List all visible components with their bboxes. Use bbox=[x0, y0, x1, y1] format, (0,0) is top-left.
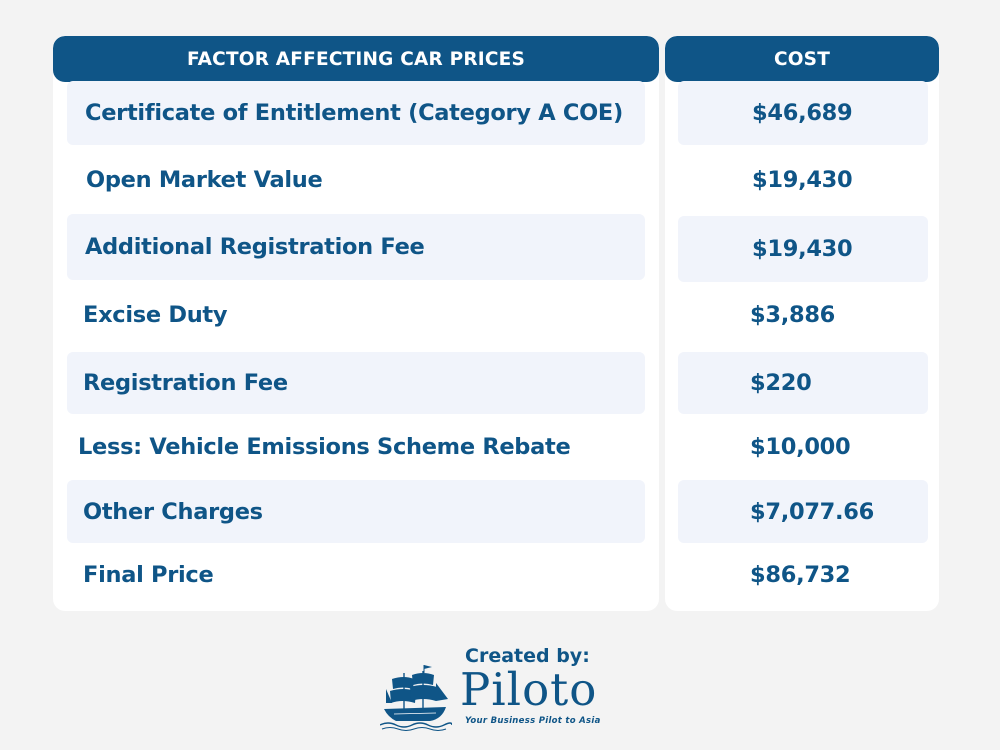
table-row: Additional Registration Fee bbox=[53, 214, 659, 280]
table-row: $220 bbox=[665, 352, 939, 414]
table-row: $3,886 bbox=[665, 284, 939, 346]
brand-tagline: Your Business Pilot to Asia bbox=[465, 716, 601, 726]
table-row: $19,430 bbox=[665, 149, 939, 211]
table-row: $86,732 bbox=[665, 544, 939, 606]
table-row: Certificate of Entitlement (Category A C… bbox=[53, 81, 659, 145]
row-cost: $220 bbox=[750, 370, 812, 396]
table-row: $7,077.66 bbox=[665, 480, 939, 543]
row-factor: Registration Fee bbox=[83, 370, 288, 396]
row-factor: Additional Registration Fee bbox=[85, 234, 425, 260]
row-factor: Open Market Value bbox=[86, 167, 323, 193]
row-cost: $10,000 bbox=[750, 434, 851, 460]
table-row: Open Market Value bbox=[53, 149, 659, 211]
row-cost: $3,886 bbox=[750, 302, 836, 328]
row-factor: Less: Vehicle Emissions Scheme Rebate bbox=[78, 434, 571, 460]
row-factor: Excise Duty bbox=[83, 302, 228, 328]
table-row: $10,000 bbox=[665, 416, 939, 478]
cost-header: COST bbox=[665, 36, 939, 82]
table-row: Final Price bbox=[53, 544, 659, 606]
row-cost: $19,430 bbox=[752, 236, 853, 262]
factor-column: FACTOR AFFECTING CAR PRICES Certificate … bbox=[53, 36, 659, 611]
row-cost: $7,077.66 bbox=[750, 498, 874, 525]
table-row: $19,430 bbox=[665, 216, 939, 282]
ship-icon bbox=[380, 665, 452, 731]
table-row: Excise Duty bbox=[53, 284, 659, 346]
row-cost: $46,689 bbox=[752, 100, 853, 126]
credit-block: Created by: Piloto Your Business Pilot t… bbox=[380, 645, 620, 731]
row-factor: Other Charges bbox=[83, 498, 263, 525]
credit-label: Created by: bbox=[465, 645, 590, 667]
cost-column: COST $46,689 $19,430 $19,430 $3,886 $220… bbox=[665, 36, 939, 611]
table-row: Other Charges bbox=[53, 480, 659, 543]
row-cost: $19,430 bbox=[752, 167, 853, 193]
table-row: $46,689 bbox=[665, 81, 939, 145]
row-factor: Certificate of Entitlement (Category A C… bbox=[85, 100, 623, 126]
row-factor: Final Price bbox=[83, 562, 214, 588]
table-row: Less: Vehicle Emissions Scheme Rebate bbox=[53, 416, 659, 478]
brand-name: Piloto bbox=[460, 663, 598, 716]
row-cost: $86,732 bbox=[750, 562, 851, 588]
table-row: Registration Fee bbox=[53, 352, 659, 414]
factor-header: FACTOR AFFECTING CAR PRICES bbox=[53, 36, 659, 82]
